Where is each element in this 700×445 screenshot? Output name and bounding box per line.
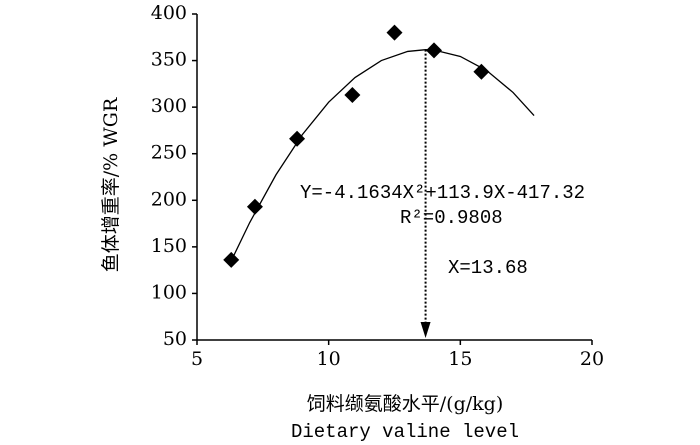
data-point [386,24,403,41]
y-tick-label: 200 [151,188,187,210]
equation: Y=-4.1634X²+113.9X-417.32 [300,182,585,204]
y-tick-label: 150 [151,235,187,257]
data-point [426,42,442,59]
x-tick-label: 15 [448,348,472,370]
x-tick-label: 20 [580,348,604,370]
data-point [473,63,490,80]
optimum-arrowhead [420,322,431,338]
data-point [344,87,361,104]
y-tick-label: 50 [163,328,187,350]
y-tick-label: 300 [151,95,187,117]
x-tick-label: 5 [191,348,203,370]
y-tick-label: 400 [151,2,187,24]
r-squared: R²=0.9808 [400,207,503,229]
optimum-label: X=13.68 [448,257,528,279]
data-point [289,130,306,147]
x-axis-label-en: Dietary valine level [291,421,519,443]
fit-curve [230,49,535,262]
data-point [246,198,263,215]
y-tick-label: 350 [151,49,187,71]
y-tick-label: 250 [151,142,187,164]
data-point [223,251,240,268]
y-tick-label: 100 [151,281,187,303]
y-axis-label: 鱼体增重率/% WGR [100,97,122,272]
x-axis-label: 饲料缬氨酸水平/(g/kg) [307,393,503,415]
x-tick-label: 10 [317,348,341,370]
